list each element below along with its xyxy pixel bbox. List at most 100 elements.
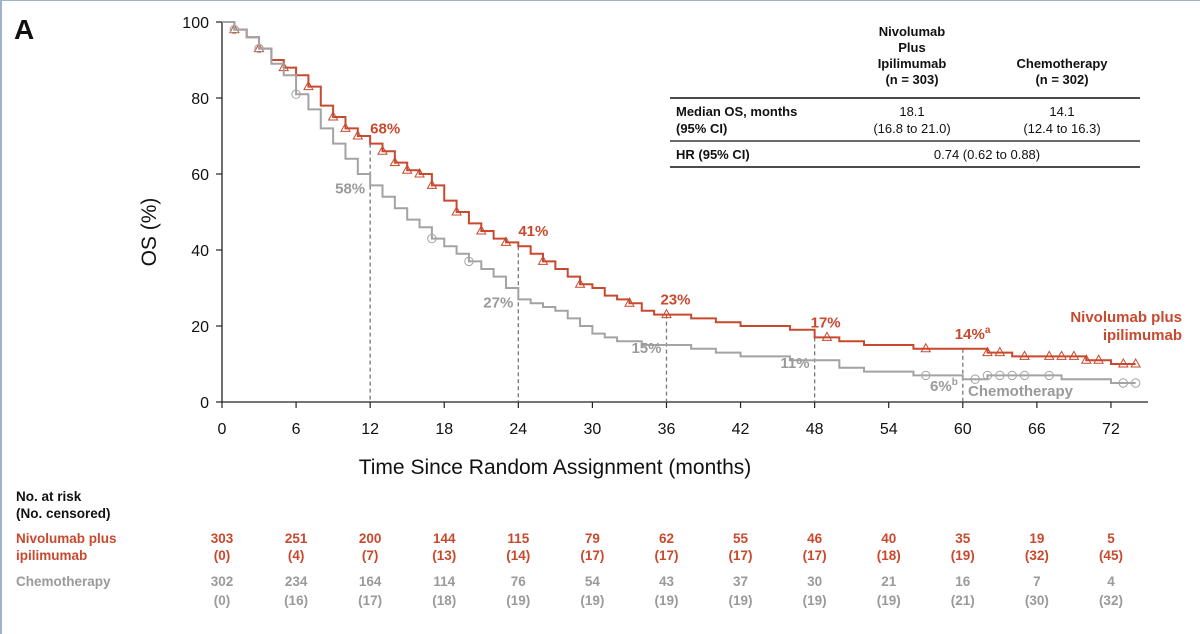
y-tick-label: 0 — [200, 395, 209, 412]
chemo-landmark-label: 11% — [780, 355, 809, 372]
nivo-censor-mark — [389, 156, 401, 167]
nivo-landmark-label: 23% — [660, 292, 690, 309]
chemo-censor-mark — [1130, 378, 1141, 388]
nivo-at-risk-count: 115 — [507, 531, 530, 546]
nivo-censor-mark — [1043, 350, 1055, 360]
nivo-censor-mark — [994, 346, 1006, 357]
nivo-survival-curve — [222, 21, 1136, 365]
chemo-censored-count: (19) — [876, 593, 901, 608]
nivo-at-risk-count: 144 — [432, 531, 456, 546]
nivo-at-risk-count: 200 — [358, 531, 382, 546]
x-tick-label: 30 — [584, 421, 602, 438]
risk-header-line1: No. at risk — [16, 489, 82, 504]
x-tick-label: 54 — [880, 421, 898, 438]
chemo-at-risk-count: 43 — [658, 574, 674, 589]
table-row1-col1-value: 18.1 — [899, 104, 924, 119]
chemo-censored-count: (19) — [506, 593, 531, 608]
table-row2-value: 0.74 (0.62 to 0.88) — [934, 147, 1040, 162]
nivo-landmark-label: 17% — [811, 314, 841, 331]
nivo-censored-count: (18) — [876, 548, 901, 563]
nivo-censor-mark — [327, 110, 339, 121]
nivo-censor-mark — [500, 236, 512, 246]
table-row1-label: Median OS, months — [676, 104, 797, 119]
chemo-censored-count: (17) — [358, 593, 383, 608]
chemo-censor-mark — [291, 89, 301, 99]
y-tick-label: 60 — [191, 167, 209, 184]
table-col1-header: Nivolumab — [879, 24, 946, 39]
nivo-censor-mark — [401, 164, 413, 174]
nivo-landmark-label: 41% — [518, 223, 548, 240]
chemo-censored-count: (19) — [580, 593, 605, 608]
nivo-censor-mark — [1093, 354, 1104, 364]
chemo-at-risk-count: 114 — [433, 574, 456, 589]
x-tick-label: 18 — [435, 421, 453, 438]
nivo-censor-mark — [624, 297, 635, 307]
nivo-censor-mark — [426, 179, 438, 189]
y-tick-label: 100 — [182, 15, 209, 32]
nivo-censor-mark — [1056, 350, 1067, 360]
chemo-survival-curve — [222, 21, 1136, 384]
chemo-censor-mark — [1118, 378, 1129, 388]
table-col2-header: Chemotherapy — [1016, 56, 1108, 71]
chemo-censor-mark — [464, 256, 474, 267]
chemo-at-risk-count: 21 — [881, 574, 897, 589]
y-tick-label: 40 — [191, 243, 209, 260]
nivo-series-label-line2: ipilimumab — [1103, 327, 1182, 344]
chemo-censored-count: (30) — [1024, 593, 1049, 608]
nivo-censored-count: (4) — [287, 548, 305, 563]
chemo-at-risk-count: 7 — [1033, 574, 1041, 589]
nivo-censored-count: (45) — [1098, 548, 1123, 563]
y-axis-label: OS (%) — [138, 198, 161, 267]
table-row1-col1-value: (16.8 to 21.0) — [873, 121, 950, 136]
nivo-censor-mark — [377, 145, 388, 155]
chemo-censored-count: (32) — [1098, 593, 1123, 608]
nivo-censor-mark — [303, 80, 314, 91]
x-tick-label: 12 — [361, 421, 379, 438]
risk-header-line2: (No. censored) — [16, 506, 111, 521]
nivo-at-risk-count: 35 — [955, 531, 971, 546]
chemo-censor-mark — [254, 43, 264, 54]
nivo-censored-count: (19) — [950, 548, 975, 563]
x-tick-label: 66 — [1028, 421, 1046, 438]
table-col1-header: Ipilimumab — [878, 56, 947, 71]
chemo-censor-mark — [427, 233, 437, 244]
nivo-censor-mark — [1117, 357, 1129, 368]
table-col1-header: Plus — [898, 40, 925, 55]
chemo-censor-mark — [970, 374, 980, 384]
nivo-censor-mark — [1019, 350, 1030, 360]
chemo-censored-count: (19) — [728, 593, 753, 608]
table-row2-label: HR (95% CI) — [676, 147, 750, 162]
x-tick-label: 36 — [658, 421, 676, 438]
chemo-censored-count: (19) — [802, 593, 827, 608]
chemo-censor-mark — [1044, 370, 1054, 381]
nivo-censor-mark — [340, 122, 351, 132]
nivo-censored-count: (17) — [580, 548, 605, 563]
y-tick-label: 80 — [191, 91, 209, 108]
risk-nivo-label-line2: ipilimumab — [16, 548, 88, 563]
chemo-censor-mark — [229, 24, 240, 35]
nivo-censored-count: (14) — [506, 548, 531, 563]
chemo-series-label: Chemotherapy — [968, 383, 1074, 400]
chemo-at-risk-count: 234 — [284, 574, 308, 589]
x-tick-label: 6 — [292, 421, 301, 438]
footnote-marker: a — [985, 325, 991, 336]
x-tick-label: 42 — [732, 421, 750, 438]
nivo-censored-count: (32) — [1024, 548, 1049, 563]
table-row1-col2-value: (12.4 to 16.3) — [1023, 121, 1100, 136]
nivo-landmark-label: 68% — [370, 121, 400, 138]
nivo-censored-count: (17) — [728, 548, 753, 563]
nivo-censored-count: (13) — [432, 548, 457, 563]
chemo-at-risk-count: 30 — [807, 574, 823, 589]
chemo-landmark-label: 27% — [483, 294, 513, 311]
nivo-censor-mark — [537, 255, 549, 265]
footnote-marker: b — [952, 377, 958, 388]
chemo-at-risk-count: 164 — [358, 574, 382, 589]
chemo-at-risk-count: 4 — [1107, 574, 1115, 589]
nivo-series-label-line1: Nivolumab plus — [1070, 309, 1182, 326]
nivo-censored-count: (7) — [361, 548, 379, 563]
nivo-censored-count: (0) — [213, 548, 231, 563]
chemo-censor-mark — [1019, 370, 1030, 381]
nivo-at-risk-count: 251 — [284, 531, 308, 546]
